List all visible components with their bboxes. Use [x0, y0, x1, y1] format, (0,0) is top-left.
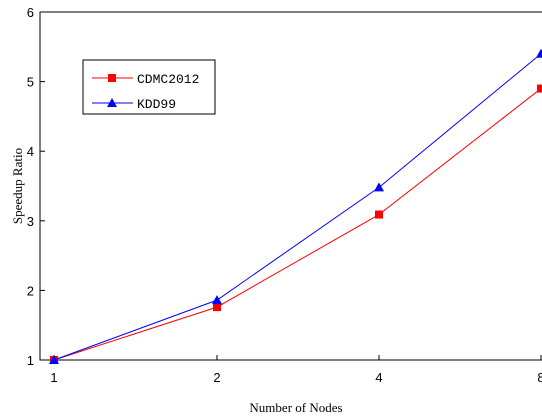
data-point-kdd99: [49, 355, 59, 364]
y-tick-label: 5: [27, 75, 34, 90]
legend-label-kdd99: KDD99: [137, 97, 176, 112]
x-axis-title: Number of Nodes: [249, 400, 342, 415]
x-tick-label: 4: [375, 370, 382, 385]
y-tick-label: 2: [27, 283, 34, 298]
legend: CDMC2012 KDD99: [82, 59, 216, 115]
x-tick-label: 8: [537, 370, 542, 385]
data-point-kdd99: [374, 182, 384, 192]
x-tick-label: 1: [50, 370, 57, 385]
series-layer: [49, 48, 542, 364]
data-point-cdmc2012: [375, 210, 383, 219]
y-tick-label: 3: [27, 214, 34, 229]
data-point-cdmc2012: [213, 303, 221, 312]
legend-label-cdmc2012: CDMC2012: [137, 72, 199, 87]
y-tick-label: 6: [27, 5, 34, 20]
legend-marker-kdd99: [107, 98, 117, 107]
legend-marker-cdmc2012: [108, 74, 116, 82]
y-tick-label: 1: [27, 353, 34, 368]
data-point-kdd99: [536, 48, 542, 58]
legend-box: [82, 59, 216, 115]
y-tick-label: 4: [27, 144, 34, 159]
series-line-kdd99: [53, 53, 542, 361]
y-axis-title: Speedup Ratio: [10, 148, 25, 224]
series-line-cdmc2012: [53, 88, 542, 361]
data-point-cdmc2012: [537, 84, 542, 93]
x-tick-label: 2: [213, 370, 220, 385]
y-axis-ticks: 1 2 3 4 5 6: [27, 5, 45, 368]
data-point-kdd99: [212, 295, 222, 305]
